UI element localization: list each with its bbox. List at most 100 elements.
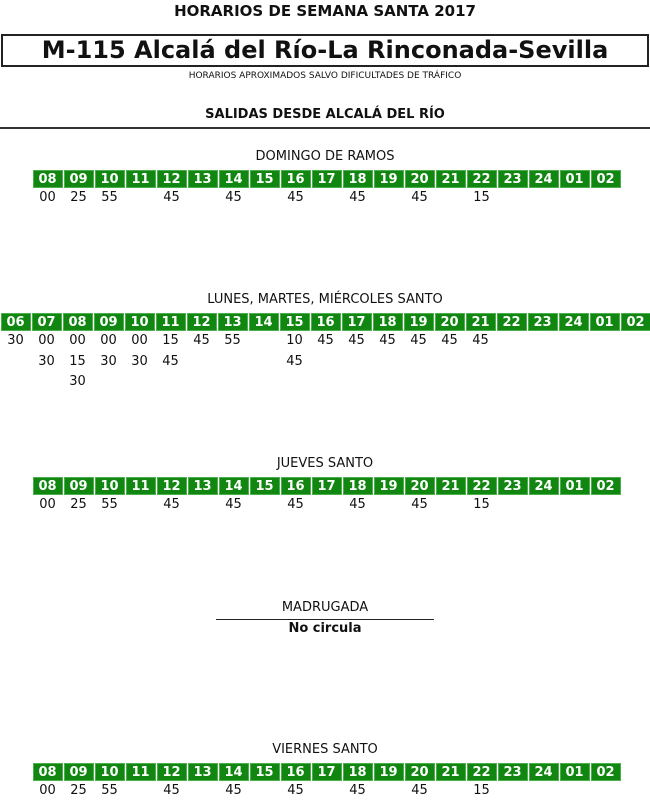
departure-minute: 00: [39, 781, 56, 802]
hour-cell: 09: [64, 170, 94, 188]
hour-cell: 19: [374, 477, 404, 495]
hour-column: 17: [311, 763, 342, 802]
hour-cell: 23: [498, 477, 528, 495]
page-title: HORARIOS DE SEMANA SANTA 2017: [0, 2, 650, 20]
hour-column: 11: [125, 170, 156, 209]
departure-minute: 45: [225, 495, 242, 516]
departure-minute: 45: [287, 495, 304, 516]
departure-minute: 45: [163, 781, 180, 802]
route-title: M-115 Alcalá del Río-La Rinconada-Sevill…: [1, 34, 649, 67]
hour-cell: 16: [311, 313, 341, 331]
hour-cell: 21: [436, 763, 466, 781]
hour-cell: 15: [250, 170, 280, 188]
hour-cell: 15: [250, 477, 280, 495]
hour-column: 15: [249, 763, 280, 802]
departure-minute: 45: [317, 331, 334, 352]
hour-cell: 10: [95, 763, 125, 781]
hour-cell: 08: [33, 763, 63, 781]
departure-minute: 45: [410, 331, 427, 352]
hour-column: 23: [497, 763, 528, 802]
hour-cell: 10: [125, 313, 155, 331]
hour-column: 21: [435, 477, 466, 516]
hour-column: 19: [373, 170, 404, 209]
hour-cell: 14: [219, 170, 249, 188]
hour-column: 01: [559, 477, 590, 516]
hour-cell: 16: [281, 477, 311, 495]
hour-cell: 02: [591, 170, 621, 188]
hour-cell: 08: [33, 477, 63, 495]
hour-cell: 13: [188, 763, 218, 781]
departure-minute: 45: [349, 188, 366, 209]
hour-cell: 21: [436, 170, 466, 188]
hour-cell: 17: [342, 313, 372, 331]
departure-minute: 30: [69, 372, 86, 393]
departure-minute: 10: [286, 331, 303, 352]
hour-cell: 01: [560, 763, 590, 781]
hour-cell: 23: [498, 170, 528, 188]
hour-cell: 01: [560, 477, 590, 495]
hour-cell: 11: [156, 313, 186, 331]
departure-minute: 15: [473, 495, 490, 516]
hour-column: 01: [559, 170, 590, 209]
departure-minute: 15: [162, 331, 179, 352]
departure-minute: 55: [101, 781, 118, 802]
hour-cell: 15: [250, 763, 280, 781]
hour-cell: 17: [312, 763, 342, 781]
hour-cell: 13: [188, 477, 218, 495]
hour-column: 23: [527, 313, 558, 393]
hour-column: 11: [125, 763, 156, 802]
hour-cell: 20: [405, 763, 435, 781]
hour-cell: 01: [560, 170, 590, 188]
hour-column: 13: [187, 170, 218, 209]
hour-column: 19: [373, 763, 404, 802]
hour-cell: 07: [32, 313, 62, 331]
hour-cell: 15: [280, 313, 310, 331]
departure-minute: 15: [473, 781, 490, 802]
hour-column: 22: [496, 313, 527, 393]
hour-cell: 12: [157, 477, 187, 495]
hour-cell: 17: [312, 477, 342, 495]
hour-cell: 20: [405, 477, 435, 495]
hour-cell: 18: [343, 477, 373, 495]
hour-cell: 12: [187, 313, 217, 331]
hour-cell: 02: [591, 763, 621, 781]
hour-column: 13: [187, 763, 218, 802]
departure-minute: 25: [70, 495, 87, 516]
hour-cell: 19: [374, 763, 404, 781]
hour-column: 02: [590, 170, 621, 209]
disclaimer: HORARIOS APROXIMADOS SALVO DIFICULTADES …: [0, 71, 650, 81]
hour-column: 24: [528, 763, 559, 802]
hour-column: 02: [590, 763, 621, 802]
departure-minute: 00: [131, 331, 148, 352]
madrugada-label: MADRUGADA: [0, 600, 650, 615]
departure-minute: 55: [101, 188, 118, 209]
hour-cell: 23: [498, 763, 528, 781]
departure-minute: 30: [100, 352, 117, 373]
hour-column: 23: [497, 170, 528, 209]
hour-column: 15: [249, 477, 280, 516]
schedule-label: VIERNES SANTO: [0, 742, 650, 757]
departure-minute: 30: [38, 352, 55, 373]
hour-cell: 13: [188, 170, 218, 188]
section-title: SALIDAS DESDE ALCALÁ DEL RÍO: [0, 107, 650, 122]
hour-cell: 12: [157, 170, 187, 188]
hour-column: 17: [311, 477, 342, 516]
hour-cell: 18: [373, 313, 403, 331]
departure-minute: 00: [69, 331, 86, 352]
